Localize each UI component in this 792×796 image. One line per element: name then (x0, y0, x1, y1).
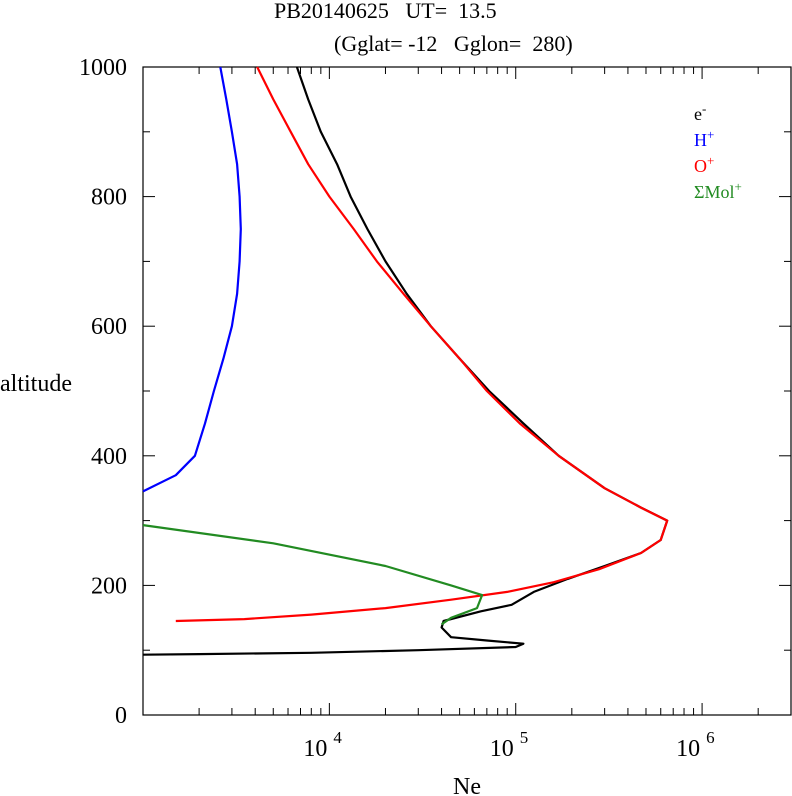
y-tick-label: 400 (91, 444, 127, 470)
chart-title-line1: PB20140625 UT= 13.5 (274, 0, 497, 23)
legend-item-1: H+ (694, 127, 714, 150)
x-tick-label-base: 10 (676, 736, 700, 762)
x-tick-label-exponent: 6 (706, 728, 715, 747)
x-tick-label-exponent: 4 (333, 728, 342, 747)
legend: e- H+ O+ ΣMol+ (694, 101, 742, 202)
series-line-3 (142, 524, 484, 626)
x-tick-label-exponent: 5 (520, 728, 529, 747)
x-axis-label: Ne (453, 774, 481, 796)
y-tick-label: 200 (91, 573, 127, 599)
y-tick-labels: 0 200 400 600 800 1000 (79, 55, 127, 729)
series-lines (142, 66, 669, 656)
legend-item-3: ΣMol+ (694, 179, 742, 202)
axis-ticks (142, 66, 792, 716)
y-tick-label: 600 (91, 314, 127, 340)
y-tick-label: 1000 (79, 55, 127, 81)
y-axis-label: altitude (0, 371, 72, 397)
series-line-1 (142, 66, 242, 493)
y-tick-label: 0 (115, 703, 127, 729)
x-tick-labels: 10 4 10 5 10 6 (303, 728, 714, 762)
series-line-2 (175, 66, 669, 623)
legend-item-0: e- (694, 101, 706, 124)
legend-item-2: O+ (694, 153, 714, 176)
x-tick-label-base: 10 (303, 736, 327, 762)
y-tick-label: 800 (91, 185, 127, 211)
chart-title-line2: (Gglat= -12 Gglon= 280) (334, 31, 573, 56)
x-tick-label-base: 10 (490, 736, 514, 762)
